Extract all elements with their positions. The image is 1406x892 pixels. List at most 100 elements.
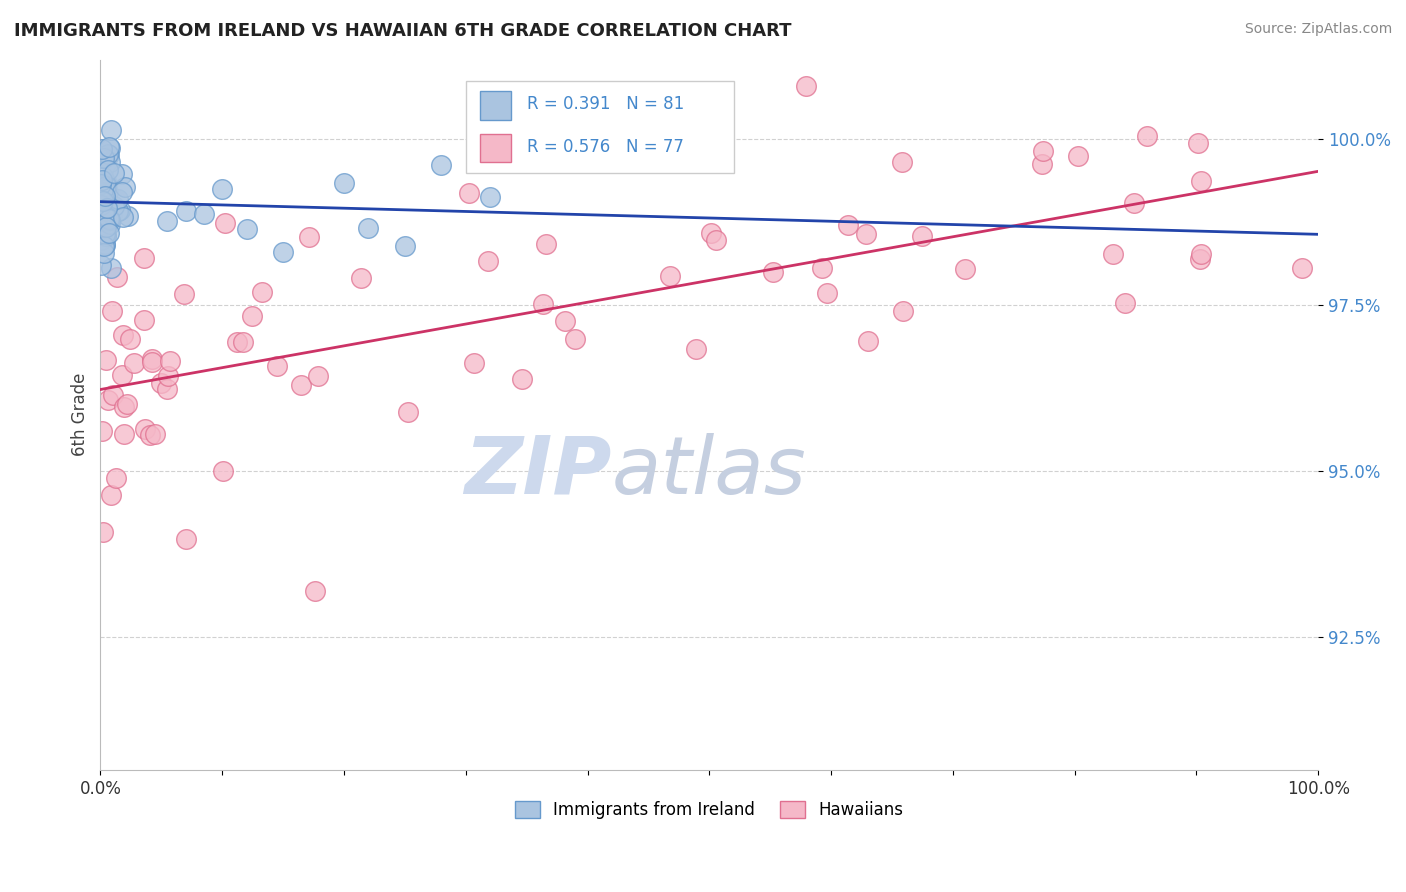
Point	[90, 151, 112, 165]
Point	[156, 382, 179, 396]
Point	[141, 354, 163, 368]
Point	[266, 359, 288, 373]
Point	[100, 154, 122, 169]
Point	[90, 258, 112, 272]
Point	[1189, 174, 1212, 188]
Point	[250, 285, 273, 300]
Point	[141, 352, 163, 367]
Point	[91, 425, 114, 439]
Bar	[481, 134, 510, 162]
Point	[96, 201, 118, 215]
Point	[103, 165, 125, 179]
Point	[174, 532, 197, 546]
Point	[94, 227, 117, 242]
Point	[94, 176, 117, 190]
Point	[531, 297, 554, 311]
Point	[554, 314, 576, 328]
Point	[157, 369, 180, 384]
Point	[856, 334, 879, 349]
Point	[93, 239, 115, 253]
Point	[173, 287, 195, 301]
Point	[94, 237, 117, 252]
Point	[93, 525, 115, 540]
Point	[143, 427, 166, 442]
Point	[211, 182, 233, 196]
Point	[94, 174, 117, 188]
Point	[97, 148, 120, 162]
Point	[1189, 246, 1212, 260]
Point	[150, 376, 173, 390]
Point	[762, 265, 785, 279]
Point	[90, 198, 112, 212]
Point	[114, 180, 136, 194]
Point	[98, 140, 121, 154]
Point	[91, 185, 114, 199]
Point	[91, 209, 114, 223]
Point	[214, 216, 236, 230]
Point	[96, 228, 118, 243]
Point	[90, 178, 112, 192]
Point	[304, 583, 326, 598]
Point	[105, 269, 128, 284]
Point	[93, 188, 115, 202]
Point	[1187, 136, 1209, 151]
Point	[111, 167, 134, 181]
Point	[94, 352, 117, 367]
Point	[1114, 296, 1136, 310]
Point	[90, 142, 112, 156]
Point	[463, 356, 485, 370]
Point	[510, 372, 533, 386]
Text: Source: ZipAtlas.com: Source: ZipAtlas.com	[1244, 22, 1392, 37]
Point	[156, 213, 179, 227]
Text: atlas: atlas	[612, 433, 807, 510]
Point	[704, 233, 727, 247]
Point	[112, 210, 135, 224]
Point	[103, 388, 125, 402]
Point	[953, 261, 976, 276]
Point	[911, 229, 934, 244]
Point	[117, 209, 139, 223]
Point	[93, 220, 115, 235]
Point	[226, 334, 249, 349]
FancyBboxPatch shape	[465, 81, 734, 173]
Point	[94, 189, 117, 203]
Point	[290, 378, 312, 392]
Point	[108, 203, 131, 218]
Point	[98, 141, 121, 155]
Point	[103, 199, 125, 213]
Point	[811, 261, 834, 276]
Point	[90, 234, 112, 248]
Point	[111, 327, 134, 342]
Point	[94, 219, 117, 234]
Point	[93, 246, 115, 260]
Point	[107, 203, 129, 218]
Point	[699, 226, 721, 240]
Point	[91, 214, 114, 228]
Point	[94, 201, 117, 215]
Point	[193, 207, 215, 221]
Point	[107, 204, 129, 219]
Point	[110, 185, 132, 199]
Point	[107, 192, 129, 206]
Point	[479, 190, 502, 204]
Point	[105, 471, 128, 485]
Point	[1031, 157, 1053, 171]
Point	[891, 303, 914, 318]
Point	[91, 148, 114, 162]
Point	[658, 269, 681, 284]
Point	[855, 227, 877, 241]
Point	[1122, 196, 1144, 211]
Point	[1291, 260, 1313, 275]
Point	[96, 210, 118, 224]
Point	[134, 251, 156, 265]
Point	[112, 427, 135, 442]
Point	[96, 177, 118, 191]
Point	[1136, 129, 1159, 144]
Point	[837, 218, 859, 232]
Point	[97, 163, 120, 178]
Point	[93, 151, 115, 165]
Point	[138, 428, 160, 442]
Point	[534, 237, 557, 252]
Text: R = 0.391   N = 81: R = 0.391 N = 81	[527, 95, 683, 113]
Point	[891, 155, 914, 169]
